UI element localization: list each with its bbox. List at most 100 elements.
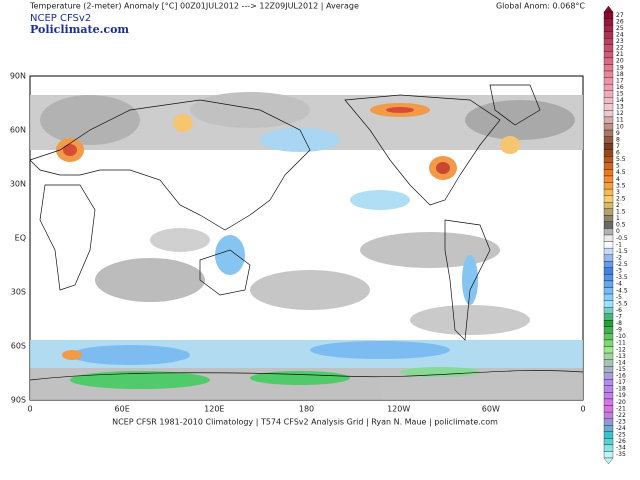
colorbar-swatch xyxy=(603,162,614,170)
colorbar-swatch xyxy=(603,228,614,236)
colorbar-swatch xyxy=(603,306,614,314)
colorbar-swatch xyxy=(603,182,614,190)
colorbar-label: -20 xyxy=(616,399,626,406)
colorbar-label: -1 xyxy=(616,241,622,248)
colorbar-swatch xyxy=(603,287,614,295)
colorbar-label: -7 xyxy=(616,313,622,320)
colorbar-bottom-arrow xyxy=(603,457,614,465)
colorbar-label: 25 xyxy=(616,25,624,32)
colorbar-label: -15 xyxy=(616,366,626,373)
colorbar-swatch xyxy=(603,83,614,91)
colorbar-label: -2 xyxy=(616,254,622,261)
colorbar-label: 19 xyxy=(616,64,624,71)
colorbar-label: 6 xyxy=(616,150,620,157)
model-name: NCEP CFSv2 xyxy=(30,13,91,24)
colorbar-swatch xyxy=(603,326,614,334)
colorbar-label: 16 xyxy=(616,84,624,91)
colorbar-swatch xyxy=(603,11,614,19)
colorbar-label: -26 xyxy=(616,438,626,445)
lon-label: 120W xyxy=(387,405,410,414)
global-anomaly: Global Anom: 0.068°C xyxy=(496,2,585,11)
colorbar-swatch xyxy=(603,175,614,183)
colorbar-label: -6 xyxy=(616,307,622,314)
colorbar-swatch xyxy=(603,451,614,459)
colorbar-swatch xyxy=(603,208,614,216)
colorbar-label: 0.5 xyxy=(616,222,626,229)
lon-label: 0 xyxy=(580,405,585,414)
colorbar-swatch xyxy=(603,156,614,164)
colorbar-swatch xyxy=(603,366,614,373)
colorbar-swatch xyxy=(603,254,614,262)
colorbar-swatch xyxy=(603,129,614,137)
colorbar-swatch xyxy=(603,70,614,78)
lon-label: 60E xyxy=(115,405,130,414)
lat-label: 60N xyxy=(10,126,26,135)
colorbar-label: -23 xyxy=(616,418,626,425)
colorbar-swatch xyxy=(603,64,614,72)
colorbar-swatch xyxy=(603,97,614,104)
colorbar-label: 5.5 xyxy=(616,156,626,163)
colorbar-label: 10 xyxy=(616,123,624,130)
colorbar-label: 20 xyxy=(616,58,624,65)
colorbar-swatch xyxy=(603,359,614,367)
colorbar-label: -4.5 xyxy=(616,287,628,294)
colorbar-swatch xyxy=(603,352,614,360)
lat-label: 90S xyxy=(11,396,26,405)
coastlines xyxy=(29,84,584,381)
colorbar-swatch xyxy=(603,57,614,65)
colorbar-label: 11 xyxy=(616,117,624,124)
colorbar-label: -9 xyxy=(616,327,622,334)
colorbar-swatch xyxy=(603,24,614,32)
colorbar-label: 2.5 xyxy=(616,195,626,202)
lat-label: 60S xyxy=(11,342,26,351)
colorbar-swatch xyxy=(603,51,614,59)
colorbar-label: -1.5 xyxy=(616,248,628,255)
colorbar-label: 18 xyxy=(616,71,624,78)
colorbar-label: 8 xyxy=(616,136,620,143)
colorbar-swatch xyxy=(603,372,614,380)
colorbar-swatch xyxy=(603,234,614,242)
site-name: Policlimate.com xyxy=(30,23,129,36)
colorbar-label: -11 xyxy=(616,340,626,347)
colorbar-label: 9 xyxy=(616,130,620,137)
colorbar-swatch xyxy=(603,333,614,341)
lon-label: 120E xyxy=(204,405,224,414)
colorbar-swatch xyxy=(603,143,614,150)
colorbar-label: -34 xyxy=(616,445,626,452)
colorbar-swatch xyxy=(603,320,614,327)
colorbar-label: 27 xyxy=(616,12,624,19)
colorbar-label: -8 xyxy=(616,320,622,327)
colorbar-label: -13 xyxy=(616,353,626,360)
colorbar-label: 5 xyxy=(616,163,620,170)
footer: NCEP CFSR 1981-2010 Climatology | T574 C… xyxy=(112,418,498,427)
colorbar-swatch xyxy=(603,274,614,282)
colorbar-swatch xyxy=(603,31,614,39)
colorbar-label: -12 xyxy=(616,346,626,353)
colorbar-swatch xyxy=(603,221,614,229)
header-title: Temperature (2-meter) Anomaly [°C] 00Z01… xyxy=(29,2,359,11)
colorbar-label: -19 xyxy=(616,392,626,399)
colorbar-label: -24 xyxy=(616,425,626,432)
colorbar-label: -35 xyxy=(616,451,626,458)
colorbar-label: -17 xyxy=(616,379,626,386)
colorbar-swatch xyxy=(603,261,614,268)
colorbar-swatch xyxy=(603,431,614,439)
colorbar-swatch xyxy=(603,405,614,413)
lat-label: 30N xyxy=(10,180,26,189)
colorbar-label: -2.5 xyxy=(616,261,628,268)
colorbar-swatch xyxy=(603,418,614,426)
colorbar-swatch xyxy=(603,169,614,177)
colorbar-label: 12 xyxy=(616,110,624,117)
colorbar-swatch xyxy=(603,149,614,157)
colorbar-swatch xyxy=(603,438,614,446)
colorbar-label: 1.5 xyxy=(616,209,626,216)
colorbar-swatch xyxy=(603,123,614,131)
colorbar-swatch xyxy=(603,103,614,111)
colorbar-label: 22 xyxy=(616,45,624,52)
colorbar-swatch xyxy=(603,411,614,419)
colorbar-label: 4.5 xyxy=(616,169,626,176)
colorbar-label: -10 xyxy=(616,333,626,340)
colorbar-label: 23 xyxy=(616,38,624,45)
colorbar-label: 0 xyxy=(616,228,620,235)
